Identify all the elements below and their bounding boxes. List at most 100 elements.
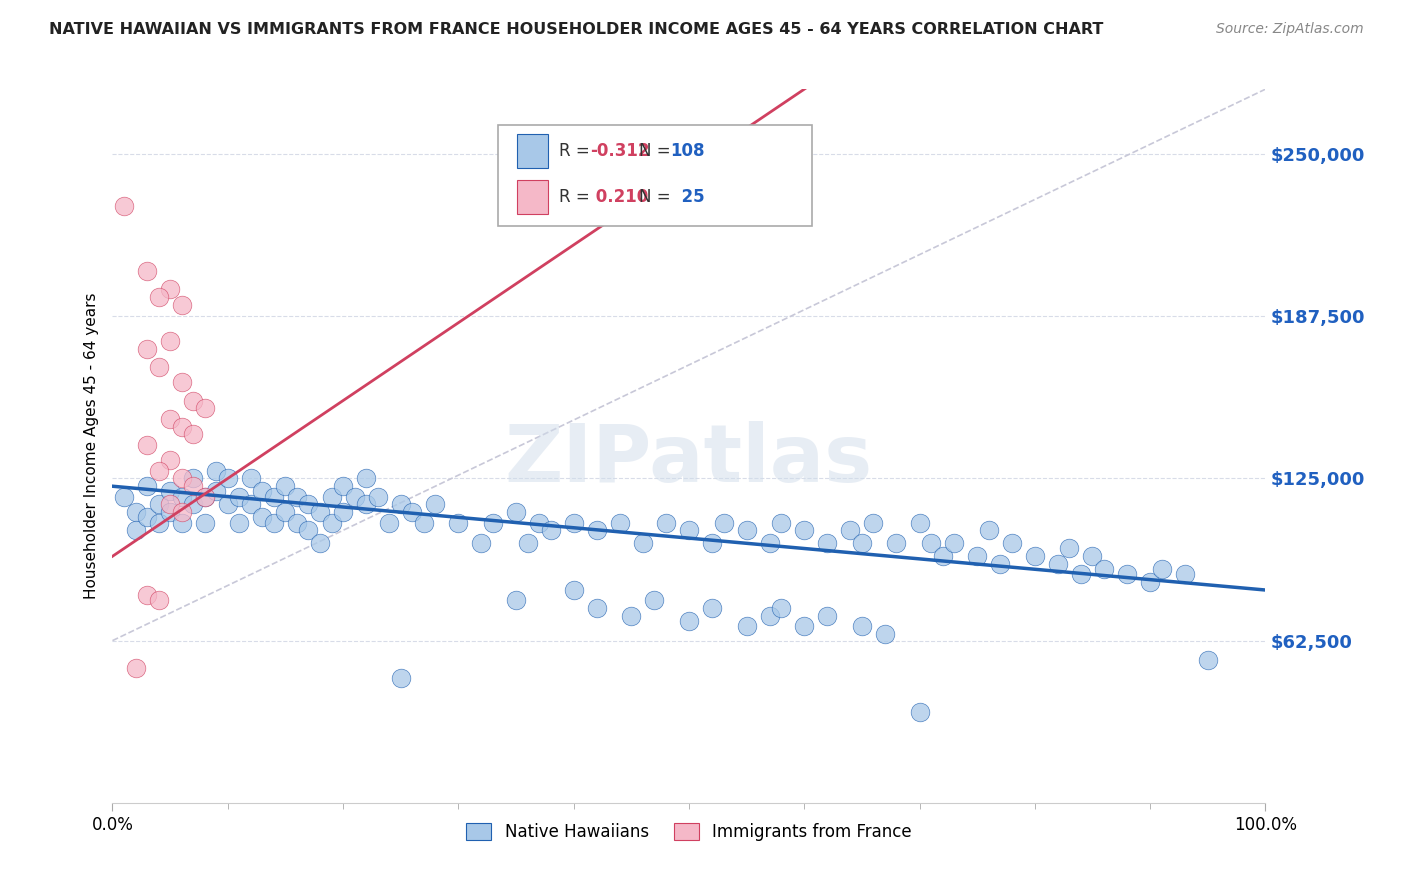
- Point: [931, 549, 953, 564]
- Point: [194, 490, 217, 504]
- Point: [620, 609, 643, 624]
- Point: [1197, 653, 1219, 667]
- Point: [263, 490, 285, 504]
- Point: [988, 557, 1011, 571]
- Point: [274, 479, 297, 493]
- Point: [527, 516, 550, 530]
- Point: [908, 516, 931, 530]
- Point: [1070, 567, 1092, 582]
- Point: [793, 524, 815, 538]
- Point: [136, 510, 159, 524]
- Point: [713, 516, 735, 530]
- Text: Source: ZipAtlas.com: Source: ZipAtlas.com: [1216, 22, 1364, 37]
- Point: [770, 601, 793, 615]
- Point: [181, 497, 204, 511]
- Point: [159, 497, 181, 511]
- Point: [851, 536, 873, 550]
- Y-axis label: Householder Income Ages 45 - 64 years: Householder Income Ages 45 - 64 years: [83, 293, 98, 599]
- Point: [908, 705, 931, 719]
- Text: ZIPatlas: ZIPatlas: [505, 421, 873, 500]
- Point: [205, 464, 228, 478]
- Text: NATIVE HAWAIIAN VS IMMIGRANTS FROM FRANCE HOUSEHOLDER INCOME AGES 45 - 64 YEARS : NATIVE HAWAIIAN VS IMMIGRANTS FROM FRANC…: [49, 22, 1104, 37]
- Point: [252, 484, 274, 499]
- Point: [194, 516, 217, 530]
- Point: [378, 516, 401, 530]
- Text: N =: N =: [640, 188, 676, 206]
- Point: [562, 582, 585, 597]
- Point: [124, 524, 146, 538]
- Point: [354, 497, 377, 511]
- Point: [1046, 557, 1069, 571]
- Point: [148, 593, 170, 607]
- Point: [815, 609, 838, 624]
- Point: [389, 497, 412, 511]
- Point: [678, 524, 700, 538]
- Point: [159, 484, 181, 499]
- Point: [170, 471, 193, 485]
- Point: [700, 536, 723, 550]
- Point: [217, 497, 239, 511]
- Text: N =: N =: [640, 142, 676, 160]
- Point: [148, 290, 170, 304]
- Point: [170, 297, 193, 311]
- Point: [540, 524, 562, 538]
- Point: [297, 497, 319, 511]
- Point: [148, 497, 170, 511]
- Point: [562, 516, 585, 530]
- Point: [148, 464, 170, 478]
- Point: [815, 536, 838, 550]
- Point: [839, 524, 862, 538]
- Point: [136, 342, 159, 356]
- Text: R =: R =: [560, 142, 595, 160]
- Text: 0.210: 0.210: [591, 188, 648, 206]
- Point: [321, 516, 343, 530]
- Point: [367, 490, 389, 504]
- Point: [124, 505, 146, 519]
- Point: [655, 516, 678, 530]
- Point: [505, 505, 527, 519]
- Point: [148, 516, 170, 530]
- Point: [1116, 567, 1139, 582]
- Point: [263, 516, 285, 530]
- Point: [170, 516, 193, 530]
- Point: [181, 393, 204, 408]
- Point: [425, 497, 447, 511]
- Point: [321, 490, 343, 504]
- Point: [148, 359, 170, 374]
- Point: [194, 490, 217, 504]
- Point: [354, 471, 377, 485]
- Point: [631, 536, 654, 550]
- Point: [447, 516, 470, 530]
- Point: [170, 419, 193, 434]
- Point: [643, 593, 665, 607]
- Text: 108: 108: [671, 142, 704, 160]
- Point: [966, 549, 988, 564]
- Point: [1139, 575, 1161, 590]
- Point: [309, 536, 332, 550]
- Point: [412, 516, 434, 530]
- Point: [389, 671, 412, 685]
- Point: [1081, 549, 1104, 564]
- Point: [770, 516, 793, 530]
- Point: [217, 471, 239, 485]
- Point: [239, 471, 262, 485]
- Point: [758, 609, 780, 624]
- Point: [1150, 562, 1173, 576]
- Point: [181, 479, 204, 493]
- Point: [112, 199, 135, 213]
- Point: [181, 471, 204, 485]
- Point: [609, 516, 631, 530]
- Legend: Native Hawaiians, Immigrants from France: Native Hawaiians, Immigrants from France: [460, 816, 918, 848]
- Point: [678, 614, 700, 628]
- Point: [1092, 562, 1115, 576]
- Point: [124, 661, 146, 675]
- Point: [862, 516, 884, 530]
- Point: [181, 427, 204, 442]
- Point: [793, 619, 815, 633]
- Point: [873, 627, 896, 641]
- Point: [1174, 567, 1197, 582]
- Point: [228, 516, 250, 530]
- Point: [735, 619, 758, 633]
- Point: [170, 376, 193, 390]
- Point: [159, 411, 181, 425]
